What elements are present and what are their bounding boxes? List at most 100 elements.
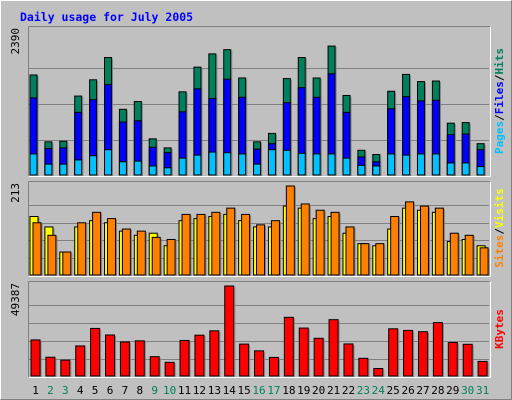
day-label-25: 25	[387, 384, 400, 397]
bar-kbytes-day-11	[179, 339, 191, 377]
bar-pages-day-1	[29, 153, 39, 176]
bar-pages-day-12	[193, 154, 203, 176]
bar-kbytes-day-10-fill	[164, 361, 175, 377]
legend-hits-files-pages-pages: Pages	[493, 121, 506, 154]
bar-sites-day-5	[92, 211, 103, 276]
bar-kbytes-day-9	[149, 356, 161, 377]
bar-sites-day-6-fill	[107, 218, 117, 276]
bars-kbytes	[30, 285, 489, 377]
bar-sites-day-19-fill	[300, 203, 310, 276]
bar-kbytes-day-12-fill	[194, 334, 205, 377]
bar-sites-day-24	[375, 243, 386, 276]
bar-pages-day-27	[416, 153, 426, 176]
bar-kbytes-day-16-fill	[254, 350, 265, 377]
bar-pages-day-18-fill	[282, 149, 291, 176]
bar-kbytes-day-27	[417, 331, 429, 377]
bar-pages-day-18	[282, 149, 292, 176]
day-label-23: 23	[357, 384, 370, 397]
legend-kbytes: KBytes	[493, 309, 506, 349]
bar-sites-day-16-fill	[256, 224, 266, 276]
y-max-label-hits: 2390	[9, 28, 22, 55]
day-label-29: 29	[446, 384, 459, 397]
bar-sites-day-24-fill	[375, 243, 385, 276]
bar-sites-day-4	[77, 222, 88, 276]
bar-pages-day-22-fill	[342, 157, 351, 176]
bar-kbytes-day-30-fill	[462, 343, 473, 377]
bar-pages-day-22	[342, 157, 352, 176]
bar-kbytes-day-23	[358, 357, 370, 377]
bar-sites-day-2-fill	[47, 234, 57, 276]
day-label-31: 31	[476, 384, 489, 397]
bar-sites-day-29-fill	[449, 232, 459, 276]
bar-pages-day-8-fill	[133, 160, 142, 176]
bar-sites-day-8-fill	[136, 230, 146, 276]
bar-pages-day-23-fill	[357, 164, 366, 176]
bar-pages-day-10	[163, 167, 173, 176]
bar-sites-day-22-fill	[345, 226, 355, 276]
bar-sites-day-27	[419, 205, 430, 276]
bar-sites-day-25	[390, 216, 401, 276]
bar-pages-day-26-fill	[402, 154, 411, 176]
bar-kbytes-day-8	[134, 340, 146, 377]
bar-kbytes-day-7	[119, 341, 131, 377]
bar-kbytes-day-24-fill	[373, 368, 384, 377]
bar-sites-day-25-fill	[390, 216, 400, 276]
x-axis-day-labels: 1 2 3 4 5 6 7 8 9 10 11 12 13 14 15 16 17 18 19 20 21 22 23 24 2…	[32, 384, 489, 397]
bar-pages-day-25-fill	[387, 153, 396, 176]
bar-sites-day-13	[211, 211, 222, 276]
legend-hits-files-pages-separator-2: /	[493, 74, 506, 81]
bar-pages-day-11	[178, 157, 188, 176]
bar-pages-day-5-fill	[89, 155, 98, 176]
day-label-5: 5	[92, 384, 99, 397]
bar-kbytes-day-17	[268, 356, 280, 377]
day-label-17: 17	[267, 384, 280, 397]
legend-kbytes-kbytes: KBytes	[493, 309, 506, 349]
bar-sites-day-19	[300, 203, 311, 276]
bar-kbytes-day-16	[254, 350, 266, 377]
bar-pages-day-5	[89, 155, 99, 176]
bar-sites-day-11-fill	[181, 213, 191, 276]
bar-sites-day-28-fill	[434, 207, 444, 276]
bar-kbytes-day-14	[224, 285, 236, 377]
bar-pages-day-30	[461, 162, 471, 176]
bar-pages-day-27-fill	[416, 153, 425, 176]
bar-kbytes-day-19-fill	[298, 327, 309, 377]
bar-pages-day-2-fill	[44, 163, 53, 176]
bar-sites-day-3	[62, 251, 73, 276]
bar-sites-day-21	[330, 211, 341, 276]
bar-sites-day-7	[121, 228, 132, 276]
bar-kbytes-day-18-fill	[283, 316, 294, 377]
bar-pages-day-3	[59, 163, 69, 176]
bar-pages-day-13-fill	[208, 151, 217, 176]
legend-hits-files-pages-separator-1: /	[493, 114, 506, 121]
bar-kbytes-day-26	[403, 329, 415, 377]
bar-kbytes-day-12	[194, 334, 206, 377]
plot-frame-visits	[28, 181, 491, 277]
bar-sites-day-4-fill	[77, 222, 87, 276]
bar-kbytes-day-29	[447, 341, 459, 377]
bar-pages-day-9	[148, 165, 158, 176]
bar-sites-day-17-fill	[270, 220, 280, 276]
day-label-26: 26	[401, 384, 414, 397]
bar-kbytes-day-2	[45, 356, 57, 377]
bar-kbytes-day-21-fill	[328, 319, 339, 377]
bar-sites-day-12	[196, 213, 207, 276]
bar-kbytes-day-7-fill	[119, 341, 130, 377]
bar-sites-day-16	[256, 224, 267, 276]
bar-pages-day-4-fill	[74, 159, 83, 176]
bar-kbytes-day-4-fill	[75, 345, 86, 377]
bar-pages-day-10-fill	[163, 167, 172, 176]
bar-kbytes-day-18	[283, 316, 295, 377]
bar-kbytes-day-3-fill	[60, 359, 71, 377]
bar-pages-day-21	[327, 153, 337, 176]
day-label-24: 24	[372, 384, 386, 397]
bar-pages-day-15-fill	[238, 153, 247, 176]
day-label-9: 9	[151, 384, 158, 397]
bar-pages-day-2	[44, 163, 54, 176]
y-max-label-kbytes: 49387	[9, 283, 22, 316]
bar-sites-day-29	[449, 232, 460, 276]
bar-sites-day-14	[226, 207, 237, 276]
bars-hits	[29, 45, 486, 176]
bar-pages-day-1-fill	[29, 153, 38, 176]
bar-kbytes-day-6	[105, 334, 117, 377]
